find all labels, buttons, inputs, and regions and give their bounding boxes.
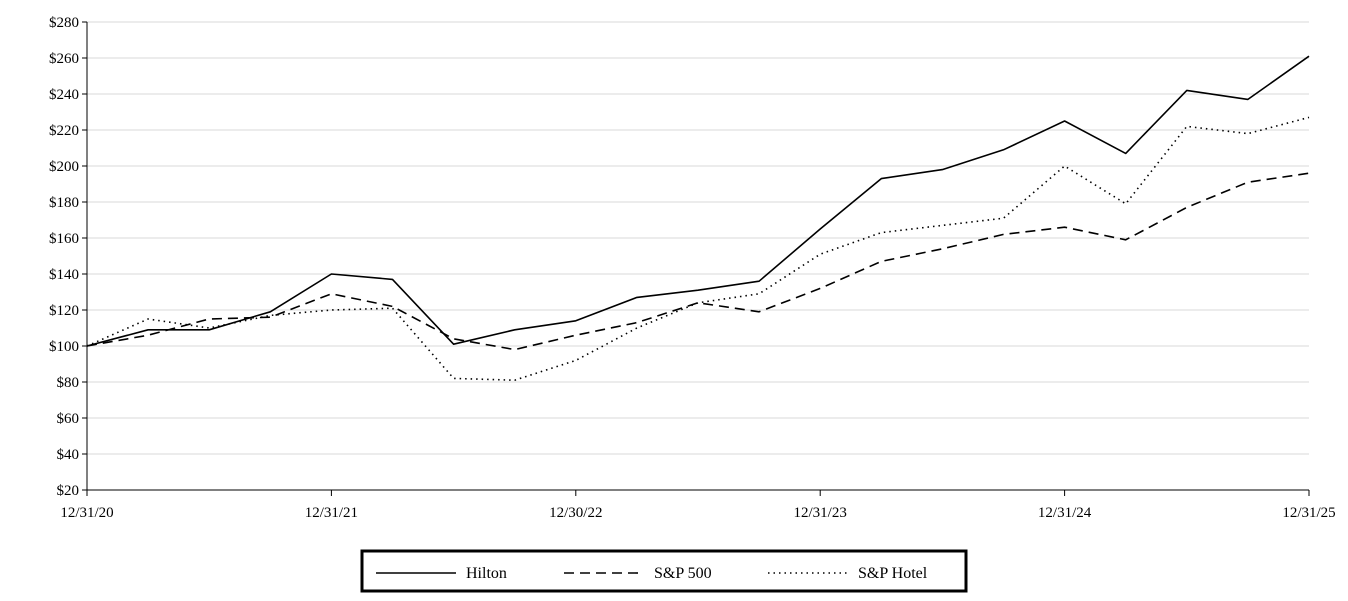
series-line-dashed	[86, 172, 1310, 351]
y-tick-label: $160	[49, 231, 79, 247]
x-tick-label: 12/31/21	[305, 505, 358, 521]
y-tick-label: $40	[57, 447, 80, 463]
y-tick-label: $80	[57, 375, 80, 391]
series-line-solid	[86, 55, 1310, 347]
legend: Hilton S&P 500 S&P Hotel	[360, 549, 968, 593]
y-tick-label: $60	[57, 411, 80, 427]
y-tick-label: $220	[49, 123, 79, 139]
y-tick-label: $260	[49, 51, 79, 67]
axes: $20 $40 $60 $80 $100 $120 $140 $160 $180 $200 $220…	[49, 15, 1336, 521]
legend-box	[360, 549, 968, 593]
x-tick-label: 12/30/22	[549, 505, 602, 521]
x-tick-label: 12/31/20	[60, 505, 113, 521]
x-tick-label: 12/31/24	[1038, 505, 1092, 521]
y-tick-label: $140	[49, 267, 79, 283]
y-tick-label: $180	[49, 195, 79, 211]
y-tick-label: $100	[49, 339, 79, 355]
y-tick-label: $20	[57, 483, 80, 499]
legend-label: S&P Hotel	[858, 565, 928, 582]
series-line-dotted	[86, 116, 1310, 382]
y-tick-label: $120	[49, 303, 79, 319]
x-tick-label: 12/31/25	[1282, 505, 1335, 521]
x-tick-label: 12/31/23	[794, 505, 847, 521]
y-tick-label: $200	[49, 159, 79, 175]
legend-label: S&P 500	[654, 565, 712, 582]
y-tick-label: $280	[49, 15, 79, 31]
gridlines	[87, 21, 1309, 455]
y-tick-label: $240	[49, 87, 79, 103]
legend-label: Hilton	[466, 565, 507, 582]
series-lines	[86, 55, 1310, 382]
